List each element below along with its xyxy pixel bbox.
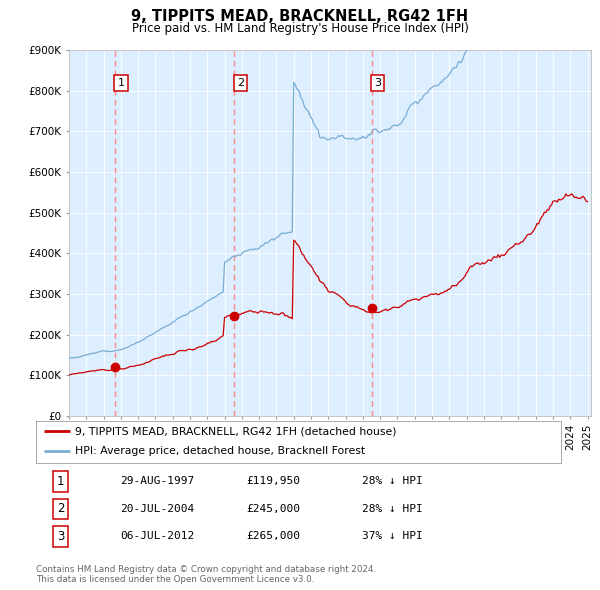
Text: £245,000: £245,000 (246, 504, 300, 514)
Text: 2: 2 (236, 78, 244, 88)
Text: 29-AUG-1997: 29-AUG-1997 (120, 477, 194, 487)
Text: HPI: Average price, detached house, Bracknell Forest: HPI: Average price, detached house, Brac… (76, 446, 365, 456)
Text: 9, TIPPITS MEAD, BRACKNELL, RG42 1FH: 9, TIPPITS MEAD, BRACKNELL, RG42 1FH (131, 9, 469, 24)
Text: 3: 3 (57, 530, 64, 543)
Text: Price paid vs. HM Land Registry's House Price Index (HPI): Price paid vs. HM Land Registry's House … (131, 22, 469, 35)
Text: 1: 1 (57, 475, 64, 488)
Text: 37% ↓ HPI: 37% ↓ HPI (361, 531, 422, 541)
Text: £265,000: £265,000 (246, 531, 300, 541)
Text: Contains HM Land Registry data © Crown copyright and database right 2024.
This d: Contains HM Land Registry data © Crown c… (36, 565, 376, 584)
Text: 28% ↓ HPI: 28% ↓ HPI (361, 504, 422, 514)
Text: 20-JUL-2004: 20-JUL-2004 (120, 504, 194, 514)
Text: 28% ↓ HPI: 28% ↓ HPI (361, 477, 422, 487)
Text: £119,950: £119,950 (246, 477, 300, 487)
Text: 1: 1 (118, 78, 125, 88)
Text: 9, TIPPITS MEAD, BRACKNELL, RG42 1FH (detached house): 9, TIPPITS MEAD, BRACKNELL, RG42 1FH (de… (76, 427, 397, 436)
Text: 2: 2 (57, 502, 64, 516)
Text: 3: 3 (374, 78, 381, 88)
Text: 06-JUL-2012: 06-JUL-2012 (120, 531, 194, 541)
